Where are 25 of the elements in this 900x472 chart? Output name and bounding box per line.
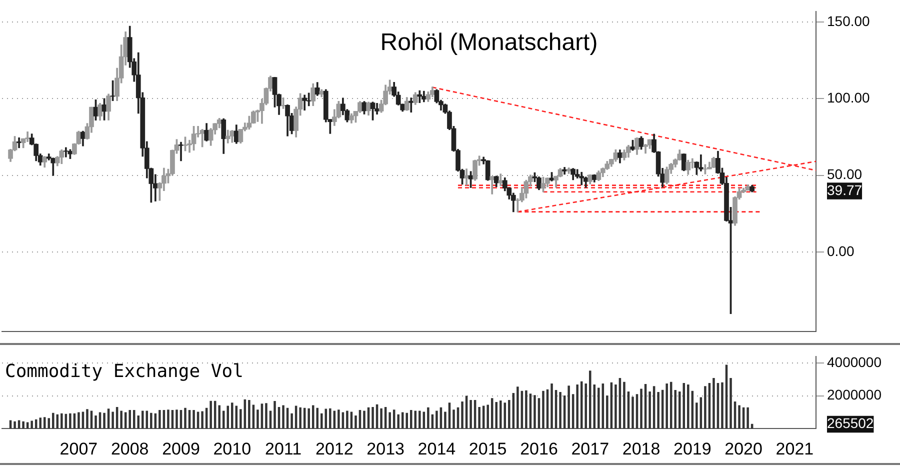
x-tick-label: 2020 [724, 439, 762, 458]
x-tick-label: 2021 [776, 439, 814, 458]
x-tick-label: 2013 [366, 439, 404, 458]
x-tick-label: 2012 [316, 439, 354, 458]
x-tick-label: 2011 [264, 439, 302, 458]
y-tick-label: 100.00 [827, 90, 870, 106]
y-tick-label: 4000000 [827, 354, 882, 370]
x-tick-label: 2018 [622, 439, 660, 458]
x-tick-label: 2019 [673, 439, 712, 458]
y-tick-label: 39.77 [827, 182, 862, 198]
x-tick-label: 2008 [110, 439, 149, 458]
x-tick-label: 2009 [162, 439, 200, 458]
y-tick-label: 150.00 [827, 12, 870, 29]
x-tick-label: 2007 [60, 439, 98, 458]
y-tick-label: 0.00 [827, 242, 854, 259]
y-tick-label: 2000000 [827, 386, 882, 403]
chart-title: Commodity Exchange Vol [5, 361, 244, 382]
x-tick-label: 2010 [213, 439, 252, 458]
x-tick-label: 2016 [520, 439, 558, 458]
text: Rohöl (Monatschart) [380, 29, 598, 56]
y-tick-label: 50.00 [827, 166, 862, 182]
y-tick-label: 265502 [827, 415, 874, 432]
x-tick-label: 2015 [468, 439, 507, 458]
x-tick-label: 2017 [571, 439, 610, 458]
x-tick-label: 2014 [418, 439, 456, 458]
